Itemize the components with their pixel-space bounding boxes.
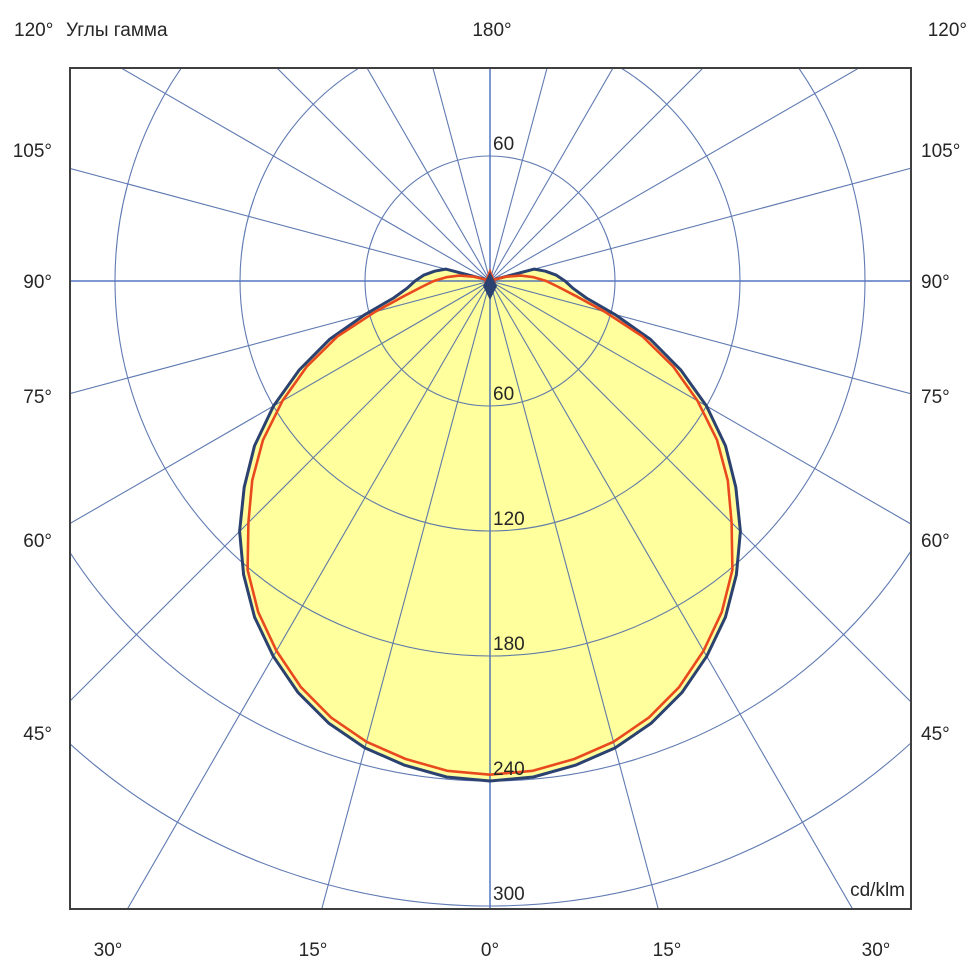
polar-grid-ray [70, 280, 491, 525]
top-angle-label: 180° [472, 20, 512, 41]
polar-grid-ray [489, 68, 861, 282]
polar-grid-ray [489, 280, 911, 395]
gamma-label-right: 105° [921, 141, 960, 162]
radial-tick-label: 240 [493, 759, 525, 780]
polar-grid-ray [432, 68, 491, 282]
polar-grid-ray [321, 280, 491, 909]
gamma-label-left: 75° [23, 387, 52, 408]
intensity-curve-red [246, 274, 734, 776]
polar-grid-ray [489, 280, 659, 909]
gamma-label-right: 60° [921, 531, 950, 552]
radial-tick-label: 180 [493, 634, 525, 655]
corner-angle-label-left: 120° [14, 20, 54, 41]
polar-grid-ray [70, 167, 491, 282]
gamma-label-right: 75° [921, 387, 950, 408]
radial-tick-label: 120 [493, 509, 525, 530]
gamma-label-bottom: 15° [653, 940, 682, 961]
radial-tick-label: 60 [493, 134, 514, 155]
gamma-label-left: 105° [13, 141, 52, 162]
chart-title: Углы гамма [66, 20, 168, 41]
unit-label: cd/klm [850, 880, 905, 901]
gamma-label-bottom: 15° [299, 940, 328, 961]
gamma-label-left: 90° [23, 272, 52, 293]
polar-grid-ray [489, 167, 911, 282]
polar-grid-ray [119, 68, 491, 282]
polar-grid-ray [489, 280, 911, 703]
polar-grid-ray [276, 68, 491, 282]
gamma-label-right: 90° [921, 272, 950, 293]
polar-grid-ray [70, 280, 491, 702]
intensity-curve-blue [238, 267, 742, 783]
gamma-label-right: 45° [921, 724, 950, 745]
polar-grid-ray [70, 280, 491, 395]
polar-grid-ray [489, 280, 911, 525]
polar-grid-ray [126, 280, 491, 909]
gamma-label-bottom: 30° [94, 940, 123, 961]
gamma-label-bottom: 0° [481, 940, 499, 961]
corner-angle-label-right: 120° [927, 20, 967, 41]
polar-grid-ray [489, 280, 854, 909]
radial-tick-label: 300 [493, 884, 525, 905]
gamma-label-left: 60° [23, 531, 52, 552]
polar-grid-ray [489, 68, 704, 282]
polar-grid-ray [489, 68, 614, 282]
polar-grid-ray [366, 68, 491, 282]
gamma-label-bottom: 30° [862, 940, 891, 961]
center-marker-navy [483, 272, 497, 300]
plot-border [69, 67, 912, 910]
gamma-label-left: 45° [23, 724, 52, 745]
radial-tick-label: 60 [493, 384, 514, 405]
polar-grid-ray [489, 68, 548, 282]
